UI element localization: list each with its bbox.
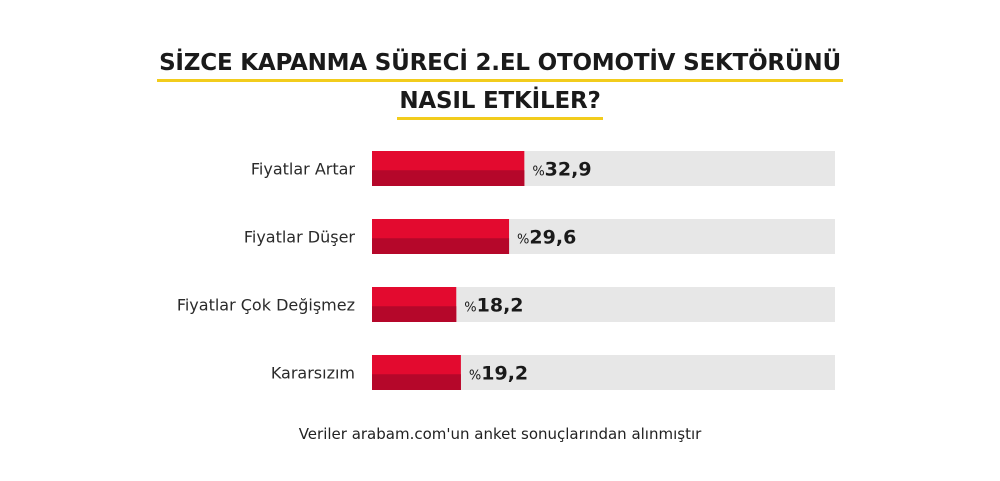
value-label: %18,2 — [464, 295, 523, 317]
category-label: Fiyatlar Çok Değişmez — [177, 296, 355, 315]
category-label: Fiyatlar Artar — [251, 160, 356, 179]
bar-shade — [372, 170, 525, 186]
value-label: %19,2 — [469, 363, 528, 385]
source-footnote: Veriler arabam.com'un anket sonuçlarında… — [298, 425, 702, 443]
value-number: 29,6 — [529, 227, 576, 249]
value-prefix: % — [469, 369, 481, 384]
value-label: %29,6 — [517, 227, 576, 249]
value-prefix: % — [532, 165, 544, 180]
bar-shade — [372, 374, 461, 390]
category-label: Fiyatlar Düşer — [244, 228, 356, 247]
value-prefix: % — [517, 233, 529, 248]
value-label: %32,9 — [532, 159, 591, 181]
value-prefix: % — [464, 301, 476, 316]
value-number: 18,2 — [477, 295, 524, 317]
category-label: Kararsızım — [271, 364, 355, 383]
chart-title: SİZCE KAPANMA SÜRECİ 2.EL OTOMOTİV SEKTÖ… — [0, 48, 1000, 120]
bar-shade — [372, 306, 457, 322]
title-line-1: SİZCE KAPANMA SÜRECİ 2.EL OTOMOTİV SEKTÖ… — [157, 48, 843, 82]
title-line-2: NASIL ETKİLER? — [397, 86, 603, 120]
value-number: 32,9 — [545, 159, 592, 181]
value-number: 19,2 — [481, 363, 528, 385]
bar-shade — [372, 238, 510, 254]
